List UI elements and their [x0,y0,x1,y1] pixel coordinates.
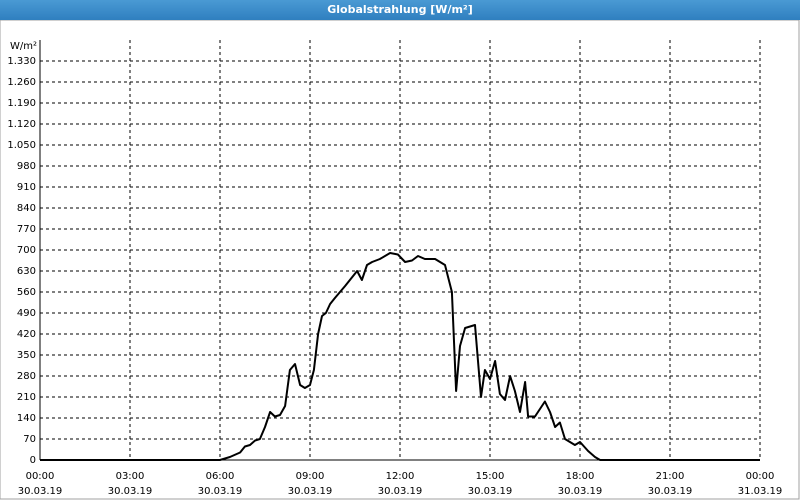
x-tick-label: 15:00 [476,471,505,482]
x-tick-date: 30.03.19 [468,486,513,497]
y-tick-label: 1.330 [7,56,36,67]
x-tick-date: 30.03.19 [198,486,243,497]
y-tick-label: 1.260 [7,77,36,88]
x-tick-label: 00:00 [746,471,775,482]
x-tick-label: 03:00 [116,471,145,482]
y-tick-label: 280 [17,371,36,382]
x-tick-label: 06:00 [206,471,235,482]
x-tick-label: 21:00 [656,471,685,482]
x-tick-label: 18:00 [566,471,595,482]
x-tick-label: 09:00 [296,471,325,482]
x-tick-date: 30.03.19 [648,486,693,497]
chart: W/m² 0 70 140 210 280 350 420 490 560 630 700 770 84… [0,20,800,500]
y-tick-label: 210 [17,392,36,403]
title-bar: Globalstrahlung [W/m²] [0,0,800,20]
y-tick-label: 1.190 [7,98,36,109]
y-tick-label: 420 [17,329,36,340]
y-tick-label: 980 [17,161,36,172]
y-tick-label: 490 [17,308,36,319]
x-tick-date: 30.03.19 [18,486,63,497]
x-tick-date: 30.03.19 [288,486,333,497]
y-tick-label: 560 [17,287,36,298]
y-tick-label: 700 [17,245,36,256]
y-tick-label: 350 [17,350,36,361]
x-tick-date: 30.03.19 [378,486,423,497]
y-tick-label: 0 [30,455,36,466]
x-tick-date: 31.03.19 [738,486,783,497]
y-tick-label: 630 [17,266,36,277]
y-tick-label: 70 [23,434,36,445]
y-tick-label: 770 [17,224,36,235]
x-tick-label: 12:00 [386,471,415,482]
y-tick-label: 140 [17,413,36,424]
data-line [40,252,760,461]
x-tick-date: 30.03.19 [108,486,153,497]
chart-title: Globalstrahlung [W/m²] [327,3,473,16]
frame [0,20,800,500]
y-tick-label: 1.050 [7,140,36,151]
x-tick-date: 30.03.19 [558,486,603,497]
y-axis-unit: W/m² [10,41,37,52]
y-tick-label: 840 [17,203,36,214]
y-tick-label: 910 [17,182,36,193]
y-tick-label: 1.120 [7,119,36,130]
x-tick-label: 00:00 [26,471,55,482]
